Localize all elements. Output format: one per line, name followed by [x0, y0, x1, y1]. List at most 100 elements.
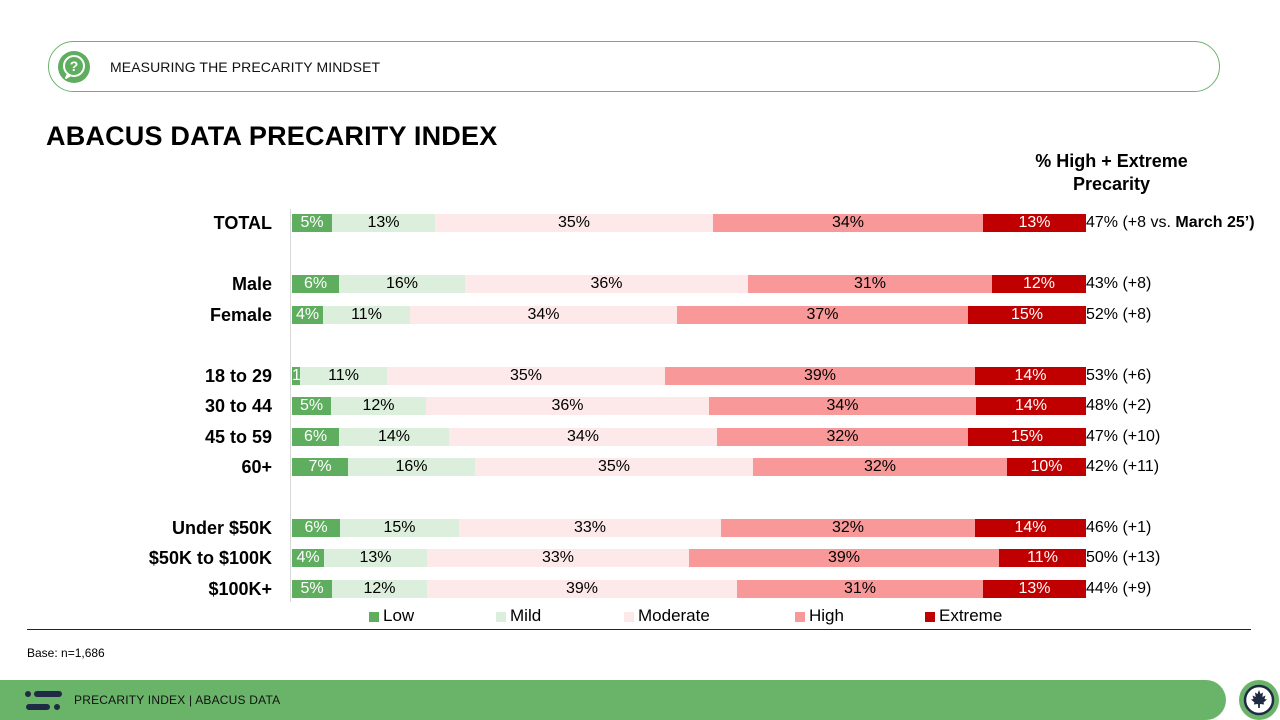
question-bubble-icon: ? — [58, 51, 90, 83]
low-segment: 6% — [292, 519, 340, 537]
page-title: ABACUS DATA PRECARITY INDEX — [46, 121, 498, 151]
mild-segment: 16% — [339, 275, 465, 293]
mild-segment: 12% — [332, 580, 427, 598]
row-label: Female — [209, 305, 272, 325]
low-segment: 5% — [292, 580, 332, 598]
high-segment: 32% — [753, 458, 1007, 476]
high-extreme-bold-text: March 25’) — [1175, 214, 1255, 231]
low-segment: 4% — [292, 549, 324, 567]
high-segment: 34% — [713, 214, 983, 232]
extreme-segment: 14% — [975, 519, 1086, 537]
high-extreme-text: 50% (+13) — [1086, 549, 1161, 566]
legend-swatch — [624, 612, 634, 622]
high-extreme-value: 43% (+8) — [1086, 274, 1151, 294]
high-extreme-value: 42% (+11) — [1086, 457, 1159, 477]
moderate-segment: 39% — [427, 580, 737, 598]
row-label: 45 to 59 — [204, 427, 272, 447]
high-extreme-value: 48% (+2) — [1086, 396, 1151, 416]
moderate-segment: 35% — [435, 214, 713, 232]
moderate-segment: 33% — [427, 549, 689, 567]
moderate-segment: 36% — [426, 397, 709, 415]
extreme-segment: 13% — [983, 580, 1086, 598]
high-segment: 31% — [748, 275, 992, 293]
legend-label: Extreme — [939, 606, 1003, 625]
divider-rule — [27, 629, 1251, 630]
legend-label: Low — [383, 606, 415, 625]
low-segment: 6% — [292, 428, 339, 446]
low-segment: 1% — [292, 367, 300, 385]
extreme-segment: 15% — [968, 428, 1086, 446]
mild-segment: 13% — [332, 214, 435, 232]
moderate-segment: 34% — [449, 428, 717, 446]
mild-segment: 11% — [323, 306, 410, 324]
footer-text: PRECARITY INDEX | ABACUS DATA — [74, 693, 281, 707]
row-label: Under $50K — [171, 518, 272, 538]
extreme-segment: 13% — [983, 214, 1086, 232]
legend-swatch — [795, 612, 805, 622]
moderate-segment: 35% — [475, 458, 753, 476]
base-note: Base: n=1,686 — [27, 646, 105, 660]
legend-swatch — [369, 612, 379, 622]
high-extreme-value: 53% (+6) — [1086, 366, 1151, 386]
extreme-segment: 11% — [999, 549, 1086, 567]
high-extreme-text: 48% (+2) — [1086, 397, 1152, 414]
chart-legend: Low Mild Moderate High Extreme — [0, 606, 1280, 626]
low-segment: 5% — [292, 397, 331, 415]
high-extreme-text: 44% (+9) — [1086, 580, 1152, 597]
high-segment: 39% — [665, 367, 975, 385]
abacus-logo-icon — [24, 690, 64, 712]
high-extreme-text: 52% (+8) — [1086, 306, 1152, 323]
mild-segment: 14% — [339, 428, 449, 446]
moderate-segment: 34% — [410, 306, 677, 324]
moderate-segment: 33% — [459, 519, 721, 537]
high-segment: 34% — [709, 397, 976, 415]
high-extreme-text: 53% (+6) — [1086, 367, 1152, 384]
high-extreme-text: 46% (+1) — [1086, 519, 1152, 536]
low-segment: 7% — [292, 458, 348, 476]
extreme-segment: 10% — [1007, 458, 1086, 476]
extreme-segment: 15% — [968, 306, 1086, 324]
extreme-segment: 14% — [976, 397, 1086, 415]
row-label: 18 to 29 — [204, 366, 272, 386]
extreme-segment: 14% — [975, 367, 1086, 385]
section-label: MEASURING THE PRECARITY MINDSET — [110, 59, 381, 75]
high-extreme-value: 46% (+1) — [1086, 518, 1151, 538]
row-label: $50K to $100K — [148, 548, 272, 568]
high-extreme-value: 50% (+13) — [1086, 548, 1160, 568]
low-segment: 5% — [292, 214, 332, 232]
mild-segment: 15% — [340, 519, 459, 537]
high-extreme-text: 42% (+11) — [1086, 458, 1160, 475]
high-segment: 39% — [689, 549, 999, 567]
high-segment: 32% — [721, 519, 975, 537]
mild-segment: 11% — [300, 367, 387, 385]
high-extreme-value: 47% (+10) — [1086, 427, 1160, 447]
canada-maple-leaf-icon — [1239, 680, 1279, 720]
high-extreme-value: 52% (+8) — [1086, 305, 1151, 325]
legend-swatch — [496, 612, 506, 622]
row-label: $100K+ — [208, 579, 272, 599]
high-extreme-value: 44% (+9) — [1086, 579, 1151, 599]
moderate-segment: 35% — [387, 367, 665, 385]
mild-segment: 16% — [348, 458, 475, 476]
svg-text:?: ? — [70, 58, 79, 74]
legend-swatch — [925, 612, 935, 622]
low-segment: 6% — [292, 275, 339, 293]
high-extreme-text: 43% (+8) — [1086, 275, 1152, 292]
high-extreme-header: % High + Extreme Precarity — [1035, 151, 1188, 194]
row-label: 60+ — [241, 457, 272, 477]
low-segment: 4% — [292, 306, 323, 324]
legend-label: High — [809, 606, 844, 625]
legend-label: Moderate — [638, 606, 710, 625]
row-label: Male — [231, 274, 272, 294]
high-segment: 31% — [737, 580, 983, 598]
mild-segment: 12% — [331, 397, 426, 415]
high-segment: 37% — [677, 306, 968, 324]
high-extreme-text: 47% (+8 vs. — [1086, 214, 1176, 231]
mild-segment: 13% — [324, 549, 427, 567]
high-segment: 32% — [717, 428, 968, 446]
legend-label: Mild — [510, 606, 542, 625]
extreme-segment: 12% — [992, 275, 1086, 293]
section-header-pill: ? MEASURING THE PRECARITY MINDSET — [48, 41, 1220, 92]
row-label: 30 to 44 — [204, 396, 272, 416]
chart-axis-line — [290, 209, 291, 602]
